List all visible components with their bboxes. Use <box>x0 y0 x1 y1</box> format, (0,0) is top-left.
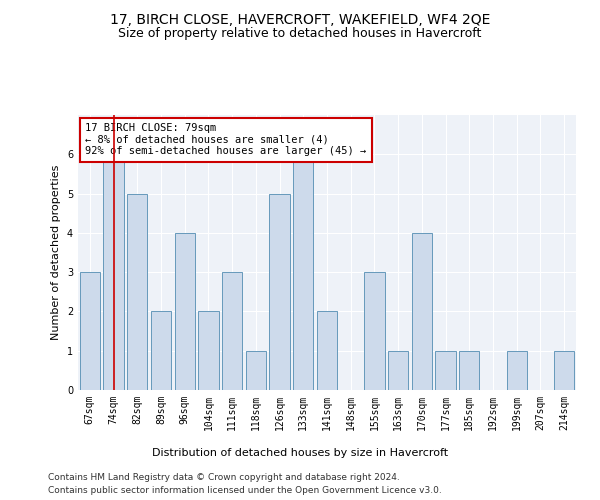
Bar <box>459 350 479 390</box>
Bar <box>127 194 148 390</box>
Text: Distribution of detached houses by size in Havercroft: Distribution of detached houses by size … <box>152 448 448 458</box>
Bar <box>269 194 290 390</box>
Bar <box>246 350 266 390</box>
Bar <box>222 272 242 390</box>
Bar <box>412 233 432 390</box>
Text: Size of property relative to detached houses in Havercroft: Size of property relative to detached ho… <box>118 28 482 40</box>
Text: 17, BIRCH CLOSE, HAVERCROFT, WAKEFIELD, WF4 2QE: 17, BIRCH CLOSE, HAVERCROFT, WAKEFIELD, … <box>110 12 490 26</box>
Bar <box>103 154 124 390</box>
Bar <box>317 312 337 390</box>
Y-axis label: Number of detached properties: Number of detached properties <box>52 165 61 340</box>
Text: 17 BIRCH CLOSE: 79sqm
← 8% of detached houses are smaller (4)
92% of semi-detach: 17 BIRCH CLOSE: 79sqm ← 8% of detached h… <box>85 123 367 156</box>
Bar <box>175 233 195 390</box>
Bar <box>151 312 171 390</box>
Bar <box>506 350 527 390</box>
Bar <box>293 154 313 390</box>
Bar <box>80 272 100 390</box>
Bar <box>388 350 408 390</box>
Text: Contains HM Land Registry data © Crown copyright and database right 2024.: Contains HM Land Registry data © Crown c… <box>48 474 400 482</box>
Bar <box>199 312 218 390</box>
Text: Contains public sector information licensed under the Open Government Licence v3: Contains public sector information licen… <box>48 486 442 495</box>
Bar <box>436 350 455 390</box>
Bar <box>364 272 385 390</box>
Bar <box>554 350 574 390</box>
